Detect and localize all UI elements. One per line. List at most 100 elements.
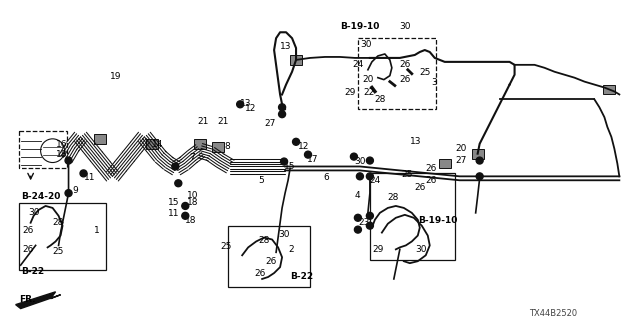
Circle shape bbox=[351, 153, 357, 160]
Text: 24: 24 bbox=[352, 60, 363, 69]
Text: 11: 11 bbox=[168, 209, 180, 218]
Bar bbox=[147, 139, 158, 149]
Text: 18: 18 bbox=[186, 216, 196, 225]
Text: 8: 8 bbox=[224, 142, 230, 151]
Text: 15: 15 bbox=[168, 198, 180, 207]
Bar bbox=[19, 203, 106, 270]
Text: 13: 13 bbox=[240, 100, 252, 108]
Text: 27: 27 bbox=[456, 156, 467, 164]
Bar bbox=[212, 142, 224, 152]
Circle shape bbox=[280, 158, 287, 165]
Text: 20: 20 bbox=[362, 75, 373, 84]
Text: 2: 2 bbox=[288, 245, 294, 254]
Text: 28: 28 bbox=[374, 95, 385, 104]
Bar bbox=[228, 226, 310, 287]
Text: 26: 26 bbox=[22, 226, 34, 235]
Bar bbox=[95, 134, 106, 144]
Bar bbox=[290, 55, 302, 65]
Circle shape bbox=[355, 214, 362, 221]
Text: 28: 28 bbox=[258, 236, 269, 244]
Text: 18: 18 bbox=[188, 198, 199, 207]
Text: B-24-20: B-24-20 bbox=[20, 192, 60, 201]
Text: 26: 26 bbox=[254, 269, 266, 278]
Circle shape bbox=[278, 111, 285, 118]
Text: 20: 20 bbox=[456, 144, 467, 153]
Text: 30: 30 bbox=[278, 230, 289, 239]
Text: 26: 26 bbox=[426, 176, 437, 185]
Circle shape bbox=[476, 173, 483, 180]
Circle shape bbox=[80, 170, 87, 177]
Text: 26: 26 bbox=[400, 60, 412, 69]
Polygon shape bbox=[15, 292, 61, 308]
Circle shape bbox=[278, 104, 285, 111]
Circle shape bbox=[366, 222, 373, 229]
Text: 25: 25 bbox=[420, 68, 431, 77]
Text: 16: 16 bbox=[56, 140, 67, 149]
Bar bbox=[604, 84, 615, 94]
Circle shape bbox=[292, 138, 300, 145]
Text: 19: 19 bbox=[109, 72, 121, 81]
Text: B-22: B-22 bbox=[20, 267, 44, 276]
Text: 26: 26 bbox=[400, 75, 412, 84]
Circle shape bbox=[366, 212, 373, 219]
Bar bbox=[439, 159, 451, 168]
Circle shape bbox=[182, 203, 189, 209]
Circle shape bbox=[366, 173, 373, 180]
Text: TX44B2520: TX44B2520 bbox=[529, 308, 578, 317]
Text: 21: 21 bbox=[217, 117, 228, 126]
Circle shape bbox=[366, 157, 373, 164]
Text: 3: 3 bbox=[432, 78, 438, 87]
Text: 13: 13 bbox=[280, 42, 292, 51]
Circle shape bbox=[305, 151, 312, 158]
Circle shape bbox=[172, 163, 179, 170]
Circle shape bbox=[356, 173, 364, 180]
Circle shape bbox=[237, 101, 244, 108]
Text: B-19-10: B-19-10 bbox=[418, 216, 457, 225]
Text: 30: 30 bbox=[415, 245, 426, 254]
Text: 30: 30 bbox=[399, 22, 410, 31]
Text: 18: 18 bbox=[56, 150, 67, 159]
Text: 26: 26 bbox=[265, 257, 276, 266]
Text: 1: 1 bbox=[93, 226, 99, 235]
Circle shape bbox=[175, 180, 182, 187]
Text: 29: 29 bbox=[372, 245, 383, 254]
Text: 12: 12 bbox=[298, 142, 309, 151]
Text: 26: 26 bbox=[426, 164, 437, 172]
Bar bbox=[195, 139, 206, 149]
Circle shape bbox=[355, 226, 362, 233]
Text: 25: 25 bbox=[52, 247, 64, 256]
Text: 23: 23 bbox=[358, 218, 369, 227]
Text: 10: 10 bbox=[188, 191, 199, 200]
Circle shape bbox=[182, 212, 189, 219]
Text: 11: 11 bbox=[83, 173, 95, 182]
Text: 13: 13 bbox=[410, 137, 421, 146]
Text: 14: 14 bbox=[152, 140, 164, 149]
Text: 30: 30 bbox=[29, 208, 40, 217]
Text: B-19-10: B-19-10 bbox=[340, 22, 380, 31]
Text: 15: 15 bbox=[284, 162, 296, 171]
Text: 21: 21 bbox=[197, 117, 209, 126]
Text: 30: 30 bbox=[354, 156, 365, 166]
Circle shape bbox=[65, 190, 72, 196]
Text: 28: 28 bbox=[388, 193, 399, 202]
Text: 17: 17 bbox=[307, 155, 319, 164]
Text: 26: 26 bbox=[22, 245, 34, 254]
Text: 27: 27 bbox=[264, 119, 275, 128]
Text: 9: 9 bbox=[72, 186, 78, 195]
Text: FR.: FR. bbox=[19, 295, 35, 304]
Text: 30: 30 bbox=[360, 40, 371, 49]
Text: 26: 26 bbox=[415, 183, 426, 192]
Text: 5: 5 bbox=[258, 176, 264, 185]
Text: 7: 7 bbox=[189, 153, 195, 162]
Bar bbox=[358, 38, 436, 109]
Text: 24: 24 bbox=[369, 176, 380, 185]
Circle shape bbox=[65, 157, 72, 164]
Text: 28: 28 bbox=[52, 218, 64, 227]
Text: 25: 25 bbox=[402, 171, 413, 180]
Text: 22: 22 bbox=[363, 88, 374, 97]
Text: 12: 12 bbox=[245, 104, 257, 113]
Text: 4: 4 bbox=[355, 191, 360, 200]
Text: 25: 25 bbox=[220, 243, 232, 252]
Bar bbox=[370, 173, 454, 260]
Text: 29: 29 bbox=[344, 88, 355, 97]
